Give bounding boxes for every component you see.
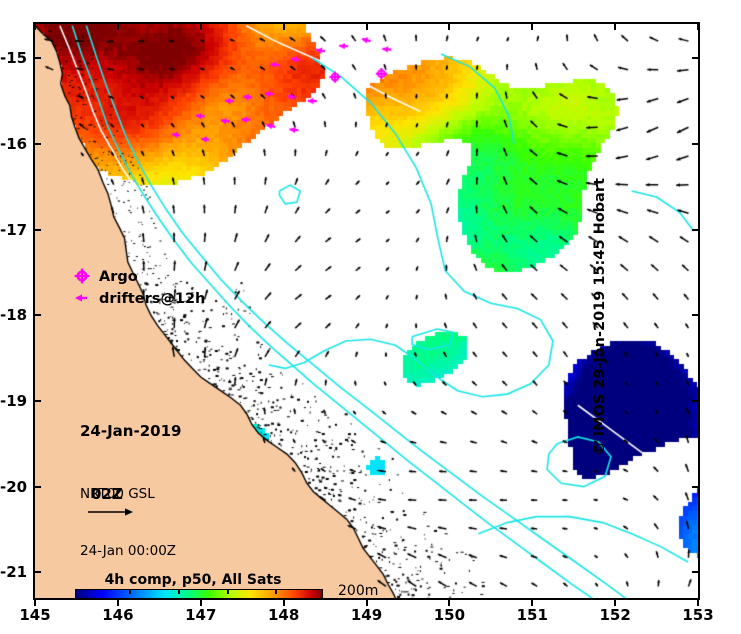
drifter-marker-icon — [75, 294, 87, 302]
current-source-time: 24-Jan 00:00Z — [80, 543, 177, 559]
y-axis-label: -15 — [0, 49, 28, 68]
x-tick — [697, 22, 699, 30]
y-tick — [33, 57, 41, 60]
x-axis-label: 145 — [19, 606, 51, 624]
x-tick — [448, 22, 451, 30]
x-tick — [531, 22, 534, 30]
x-axis-label: 153 — [682, 606, 714, 624]
y-tick — [33, 485, 41, 488]
y-tick — [692, 399, 700, 402]
colorbar-tick — [275, 589, 277, 594]
x-tick — [116, 22, 119, 30]
argo-marker-icon — [74, 268, 90, 284]
date-stamp-date: 24-Jan-2019 — [80, 422, 182, 440]
x-tick — [365, 598, 368, 606]
colorbar-title: 4h comp, p50, All Sats — [104, 572, 282, 588]
legend-label-argo: Argo — [99, 269, 138, 285]
y-tick — [33, 314, 41, 317]
current-source-model: NRT00 GSL — [80, 486, 155, 502]
y-axis-label: -20 — [0, 477, 28, 496]
y-tick — [33, 228, 41, 231]
y-tick — [692, 228, 700, 231]
colorbar-tick — [178, 599, 180, 600]
y-tick — [33, 399, 41, 402]
x-axis-label: 152 — [599, 606, 631, 624]
credit-text: © IMOS 29-Jan-2019 15:45 Hobart — [592, 178, 609, 456]
colorbar-tick — [129, 599, 131, 600]
y-axis-label: -17 — [0, 220, 28, 239]
x-axis-label: 148 — [267, 606, 300, 624]
colorbar — [75, 589, 323, 598]
y-tick — [692, 142, 700, 145]
x-tick — [282, 22, 285, 30]
y-tick — [692, 571, 700, 574]
bathymetry-legend: 200m 1000m — [338, 582, 387, 599]
colorbar-tick — [129, 589, 131, 594]
x-tick — [34, 598, 36, 606]
y-axis-label: -19 — [0, 391, 28, 410]
x-axis-label: 146 — [102, 606, 134, 624]
y-axis-label: -21 — [0, 563, 28, 582]
y-tick — [33, 571, 41, 574]
x-axis-label: 147 — [185, 606, 217, 624]
x-tick — [697, 598, 699, 606]
y-axis-label: -18 — [0, 306, 28, 325]
x-axis-label: 150 — [433, 606, 466, 624]
y-axis-label: -16 — [0, 134, 28, 153]
colorbar-tick — [227, 589, 229, 594]
date-stamp-hour: 02Z — [91, 485, 123, 503]
y-tick — [692, 485, 700, 488]
current-scale-text: 0.5m/s (1kt 12h) — [80, 599, 193, 600]
reference-vector-arrow-icon — [88, 508, 133, 516]
x-tick — [199, 598, 202, 606]
x-tick — [531, 598, 534, 606]
current-source-block: NRT00 GSL 24-Jan 00:00Z 0.5m/s (1kt 12h) — [80, 447, 193, 600]
y-tick — [692, 57, 700, 60]
x-tick — [282, 598, 285, 606]
y-tick — [33, 142, 41, 145]
date-stamp: 24-Jan-2019 02Z — [80, 379, 181, 547]
colorbar-tick — [275, 599, 277, 600]
colorbar-tick — [178, 589, 180, 594]
x-tick — [199, 22, 202, 30]
x-tick — [116, 598, 119, 606]
x-tick — [365, 22, 368, 30]
map-plot-area: Argo drifters@12h 24-Jan-2019 02Z NRT00 … — [33, 22, 700, 600]
x-tick — [614, 22, 617, 30]
colorbar-tick — [227, 599, 229, 600]
y-tick — [692, 314, 700, 317]
x-axis-label: 151 — [516, 606, 548, 624]
x-tick — [614, 598, 617, 606]
x-axis-label: 149 — [350, 606, 383, 624]
x-tick — [448, 598, 451, 606]
x-tick — [34, 22, 36, 30]
legend-label-drifters: drifters@12h — [99, 291, 206, 307]
sst-raster-canvas — [35, 24, 698, 598]
bathymetry-label-200m: 200m — [338, 583, 379, 599]
